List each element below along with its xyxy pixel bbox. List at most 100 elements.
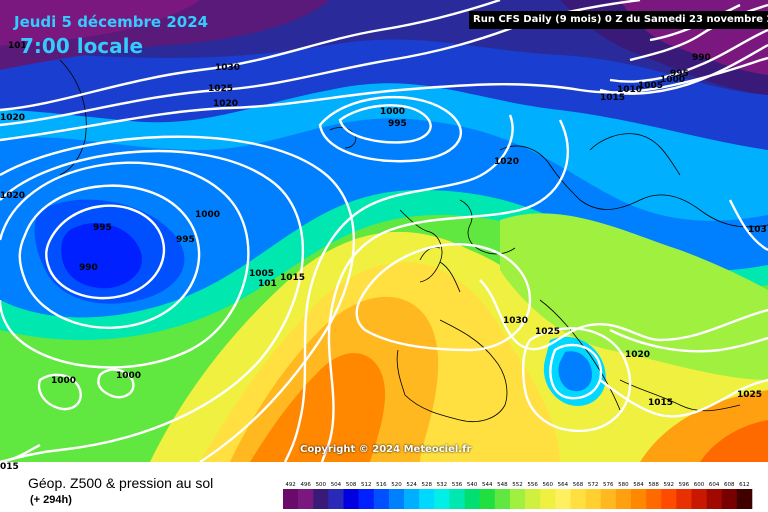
legend-swatch: [283, 489, 299, 509]
legend-label: 596: [679, 482, 690, 488]
legend-swatch: [358, 489, 375, 509]
coastlines: [59, 59, 768, 422]
isobar-label: 1005: [638, 81, 663, 91]
isobar-label: 1000: [195, 210, 220, 220]
isobar-label: 1010: [617, 85, 642, 95]
legend-label: 612: [739, 482, 750, 488]
isobar-label: 1020: [213, 99, 238, 109]
legend-label: 504: [331, 482, 342, 488]
legend-swatch: [434, 489, 450, 509]
isobar-label: 1000: [116, 371, 141, 381]
isobar-label: 1025: [737, 390, 762, 400]
legend-label: 560: [543, 482, 554, 488]
forecast-time: 7:00 locale: [20, 34, 144, 58]
legend-swatch: [525, 489, 541, 509]
legend-swatch: [449, 489, 465, 509]
legend-label: 580: [618, 482, 629, 488]
isobar-label: 101: [8, 41, 27, 51]
legend-swatch: [691, 489, 707, 509]
legend-label: 500: [316, 482, 327, 488]
legend-swatch: [404, 489, 420, 509]
legend-label: 532: [437, 482, 448, 488]
legend-swatch: [479, 489, 496, 509]
legend-swatch: [494, 489, 511, 509]
copyright: Copyright © 2024 Meteociel.fr: [300, 444, 472, 455]
legend-label: 576: [603, 482, 614, 488]
legend-label: 508: [346, 482, 357, 488]
legend-swatch: [706, 489, 723, 509]
legend-swatch: [509, 489, 526, 509]
legend-swatch: [298, 489, 314, 509]
isobar-label: 103: [748, 225, 767, 235]
isobar-label: 990: [79, 263, 98, 273]
legend-label: 524: [406, 482, 417, 488]
legend-label: 588: [648, 482, 659, 488]
legend-swatch: [343, 489, 359, 509]
legend-swatch: [328, 489, 344, 509]
legend-label: 540: [467, 482, 478, 488]
legend-label: 584: [633, 482, 644, 488]
isobar-label: 101: [258, 279, 277, 289]
color-legend: 492 496 500 504 508 512 516 520 524 528 532 536 540 5…: [283, 482, 753, 509]
legend-swatch: [388, 489, 405, 509]
legend-label: 512: [361, 482, 372, 488]
legend-swatch: [646, 489, 662, 509]
isobar-label: 1020: [0, 113, 25, 123]
legend-swatch: [313, 489, 329, 509]
isobar-label: 1030: [503, 316, 528, 326]
isobar-label: 1005: [249, 269, 274, 279]
legend-swatch: [615, 489, 632, 509]
legend-swatch: [600, 489, 617, 509]
isobar-label: 995: [670, 69, 689, 79]
isobar-label: 995: [388, 119, 407, 129]
legend-label: 608: [724, 482, 735, 488]
legend-label: 548: [497, 482, 508, 488]
legend-label: 572: [588, 482, 599, 488]
legend-label: 592: [664, 482, 675, 488]
isobar-label: 1020: [494, 157, 519, 167]
isobar-label: 1000: [660, 75, 685, 85]
geopotential-fill: [0, 0, 768, 462]
legend-swatch: [585, 489, 602, 509]
isobar-label: 1015: [600, 93, 625, 103]
legend-swatch: [540, 489, 556, 509]
legend-swatch: [373, 489, 390, 509]
legend-swatch: [721, 489, 738, 509]
legend-label: 544: [482, 482, 493, 488]
legend-label: 552: [512, 482, 523, 488]
legend-swatch: [419, 489, 435, 509]
legend-swatch: [630, 489, 647, 509]
isobar-label: 1015: [648, 398, 673, 408]
legend-label: 564: [558, 482, 569, 488]
isobar-label: 1020: [625, 350, 650, 360]
legend-label: 492: [285, 482, 296, 488]
isobar-label: 1020: [0, 191, 25, 201]
isobar-label: 1025: [535, 327, 560, 337]
run-info: Run CFS Daily (9 mois) 0 Z du Samedi 23 …: [469, 11, 768, 29]
isobar-label: 1000: [380, 107, 405, 117]
isobar-label: 1025: [208, 84, 233, 94]
isobar-label: 995: [176, 235, 195, 245]
isobar-label: 995: [93, 223, 112, 233]
legend-label: 600: [694, 482, 705, 488]
isobar-label: 990: [692, 53, 711, 63]
legend-swatch: [661, 489, 677, 509]
legend-label: 516: [376, 482, 387, 488]
forecast-hour: (+ 294h): [30, 494, 72, 506]
legend-label: 556: [527, 482, 538, 488]
legend-label: 568: [573, 482, 584, 488]
legend-swatch: [555, 489, 571, 509]
forecast-date: Jeudi 5 décembre 2024: [14, 13, 209, 31]
legend-label: 536: [452, 482, 463, 488]
legend-label: 604: [709, 482, 720, 488]
legend-label: 520: [391, 482, 402, 488]
legend-swatch: [570, 489, 586, 509]
isobar-labels: 1030102510201020102010110009951020101510…: [0, 41, 767, 472]
isobar-label: 1030: [215, 63, 240, 73]
isobar-label: 1000: [51, 376, 76, 386]
legend-swatch: [676, 489, 692, 509]
chart-caption: Géop. Z500 & pression au sol: [28, 475, 214, 491]
legend-swatch: [464, 489, 480, 509]
